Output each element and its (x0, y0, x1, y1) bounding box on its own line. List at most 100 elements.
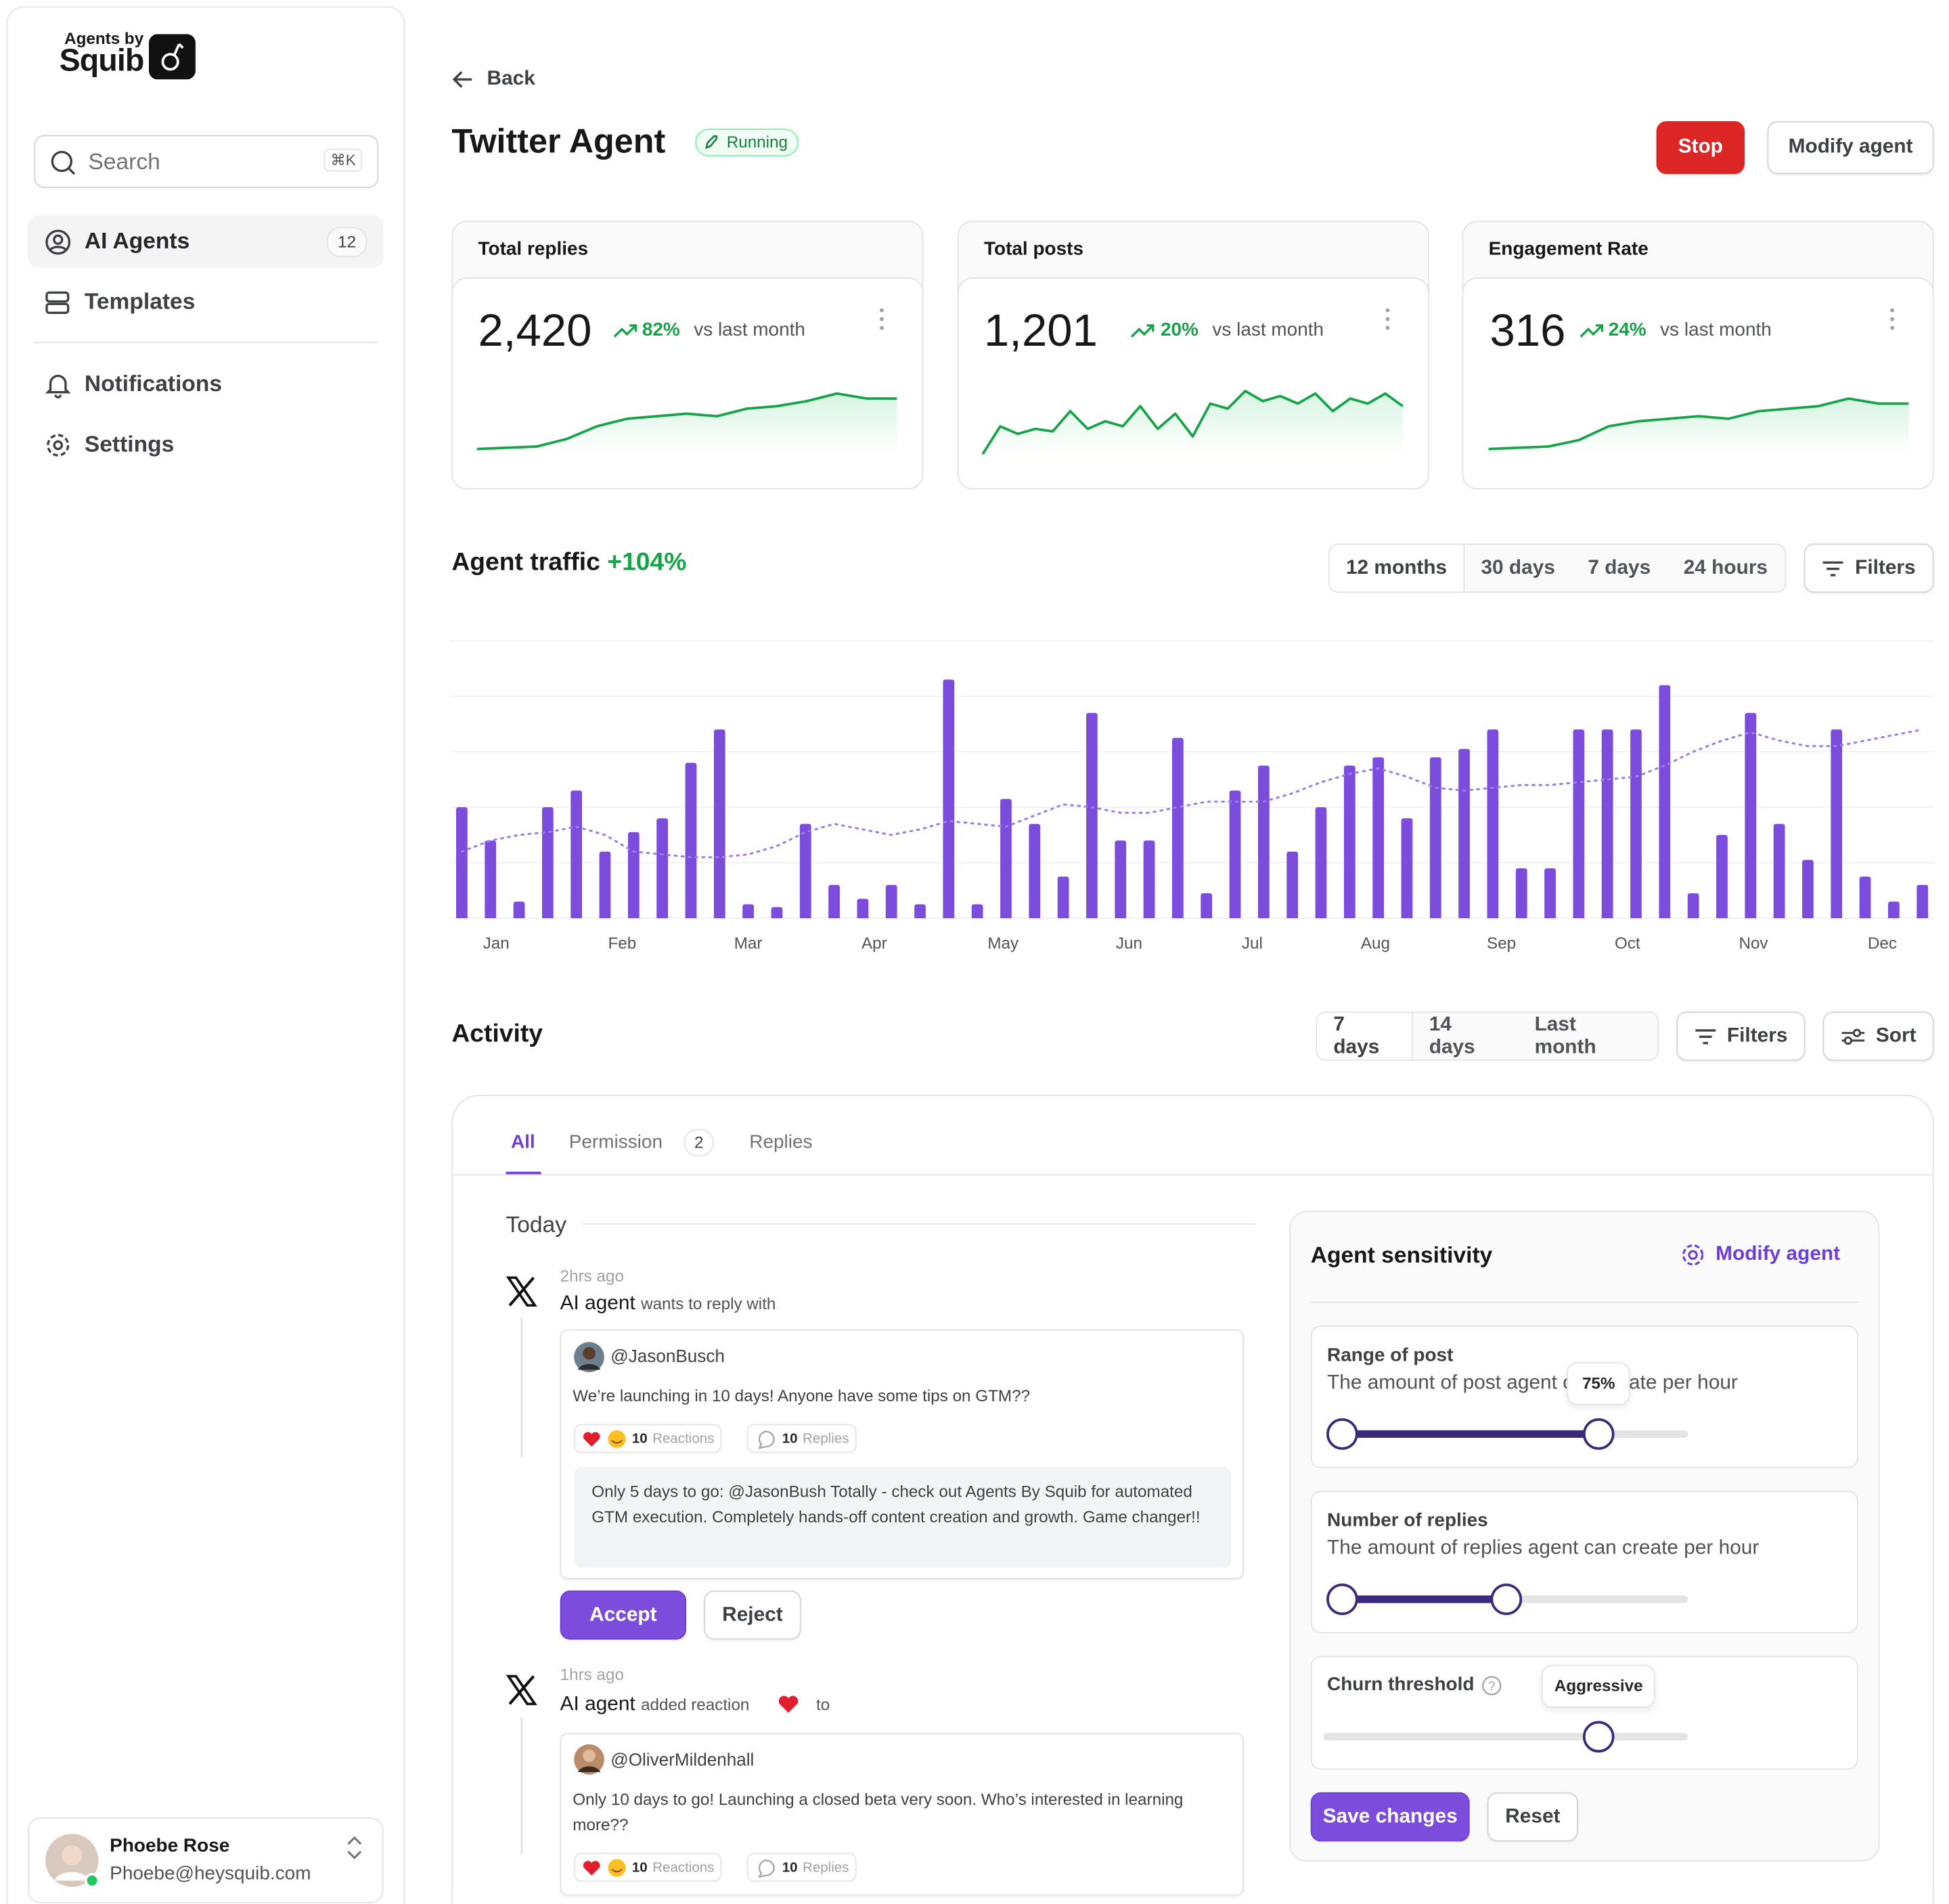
slider-desc: The amount of replies agent can create p… (1327, 1537, 1760, 1560)
tweet-text: Only 10 days to go! Launching a closed b… (573, 1790, 1184, 1834)
sort-icon (1841, 1028, 1865, 1045)
x-logo (506, 1675, 537, 1706)
bar (713, 729, 725, 919)
search-box[interactable] (34, 135, 379, 188)
x-tick-label: Mar (734, 934, 763, 953)
card-compare: vs last month (1660, 319, 1772, 341)
filters-button[interactable]: Filters (1676, 1011, 1806, 1061)
accept-button[interactable]: Accept (560, 1590, 687, 1640)
bar (1086, 712, 1098, 919)
to: to (816, 1695, 830, 1715)
range-toggle: 12 months 30 days 7 days 24 hours (1328, 543, 1787, 593)
nav-label[interactable]: Notifications (84, 371, 223, 396)
nav-count: 12 (326, 227, 367, 258)
range-option[interactable]: 7 days (1588, 556, 1651, 579)
bar (1143, 840, 1155, 919)
save-button[interactable]: Save changes (1310, 1792, 1470, 1842)
filters-label: Filters (1726, 1024, 1788, 1047)
bar (1000, 798, 1012, 919)
bar (1201, 893, 1213, 919)
range-option[interactable]: 7 days (1317, 1012, 1413, 1060)
replies-label: Replies (803, 1859, 849, 1875)
filters-label: Filters (1855, 556, 1916, 579)
reply-icon (758, 1859, 775, 1878)
bar (1802, 859, 1814, 919)
reject-button[interactable]: Reject (704, 1590, 801, 1640)
range-option[interactable]: 24 hours (1683, 556, 1768, 579)
tab[interactable]: Replies (749, 1131, 813, 1153)
sort-label: Sort (1875, 1024, 1917, 1047)
bar (456, 807, 468, 919)
bar (771, 907, 783, 919)
user-card[interactable] (28, 1817, 384, 1903)
kebab[interactable] (1381, 307, 1394, 332)
logo-icon (148, 34, 196, 80)
time: 2hrs ago (560, 1266, 624, 1286)
range-option[interactable]: Last month (1534, 1013, 1596, 1058)
trend-icon (613, 324, 637, 338)
filter-icon (1823, 560, 1844, 576)
sidebar (6, 6, 405, 1904)
group-label: Today (506, 1212, 567, 1238)
bar (914, 904, 926, 919)
nav-label[interactable]: AI Agents (84, 228, 190, 254)
slider-handle (1326, 1583, 1358, 1615)
reaction-emojis (583, 1858, 626, 1876)
kebab[interactable] (876, 307, 889, 332)
slider-tooltip: Aggressive (1542, 1664, 1656, 1708)
reactions-label: Reactions (652, 1859, 715, 1875)
card-compare: vs last month (1212, 319, 1324, 341)
range-option[interactable]: 30 days (1481, 556, 1555, 579)
range-option[interactable]: 12 months (1329, 545, 1465, 592)
reset-button[interactable]: Reset (1487, 1792, 1578, 1842)
bar (1887, 901, 1900, 919)
thread-line (520, 1717, 522, 1855)
agents-icon (45, 229, 71, 255)
bar (1458, 748, 1470, 919)
bar (1515, 868, 1527, 919)
tab[interactable]: All (510, 1131, 535, 1153)
modify-link[interactable]: Modify agent (1716, 1243, 1841, 1265)
avatar (574, 1342, 604, 1373)
filters-button[interactable]: Filters (1804, 543, 1934, 593)
user-email: Phoebe@heysquib.com (110, 1863, 311, 1884)
tab[interactable]: Permission (568, 1131, 663, 1153)
stop-button[interactable]: Stop (1656, 120, 1745, 175)
actor: AI agent added reaction (560, 1694, 750, 1717)
bar (599, 851, 611, 919)
modify-button[interactable]: Modify agent (1767, 120, 1934, 175)
activity-range: 7 days 14 days Last month (1316, 1011, 1659, 1061)
nav-active[interactable] (28, 215, 384, 268)
bar (943, 679, 955, 919)
range-option[interactable]: 14 days (1429, 1013, 1475, 1058)
chevrons (347, 1836, 362, 1859)
kebab[interactable] (1886, 307, 1899, 332)
card-change: 82% (642, 319, 680, 341)
reactions-count: 10 (631, 1430, 648, 1447)
x-tick-label: Oct (1615, 934, 1640, 953)
bar (885, 884, 897, 919)
sparkline-area (983, 390, 1403, 455)
back-link[interactable]: Back (487, 68, 535, 90)
x-logo (506, 1276, 537, 1307)
search-icon (51, 150, 76, 175)
activity-panel (451, 1095, 1934, 1904)
x-tick-label: Jun (1116, 934, 1142, 953)
rocket-icon (705, 135, 718, 150)
slider-box (1310, 1491, 1858, 1633)
page-title: Twitter Agent (451, 122, 666, 160)
sort-button[interactable]: Sort (1822, 1011, 1934, 1061)
replies-count: 10 (782, 1430, 798, 1447)
bar (1315, 807, 1327, 919)
tab-underline (506, 1171, 541, 1175)
nav-label[interactable]: Templates (84, 288, 196, 315)
nav-label[interactable]: Settings (84, 431, 175, 457)
bar (1659, 685, 1671, 919)
reactions-label: Reactions (652, 1430, 715, 1447)
bar (1630, 729, 1642, 919)
replies-count: 10 (782, 1859, 798, 1875)
bar (1029, 823, 1041, 919)
sparkline (1488, 397, 1909, 451)
bar (971, 904, 983, 919)
bar (1831, 729, 1843, 919)
